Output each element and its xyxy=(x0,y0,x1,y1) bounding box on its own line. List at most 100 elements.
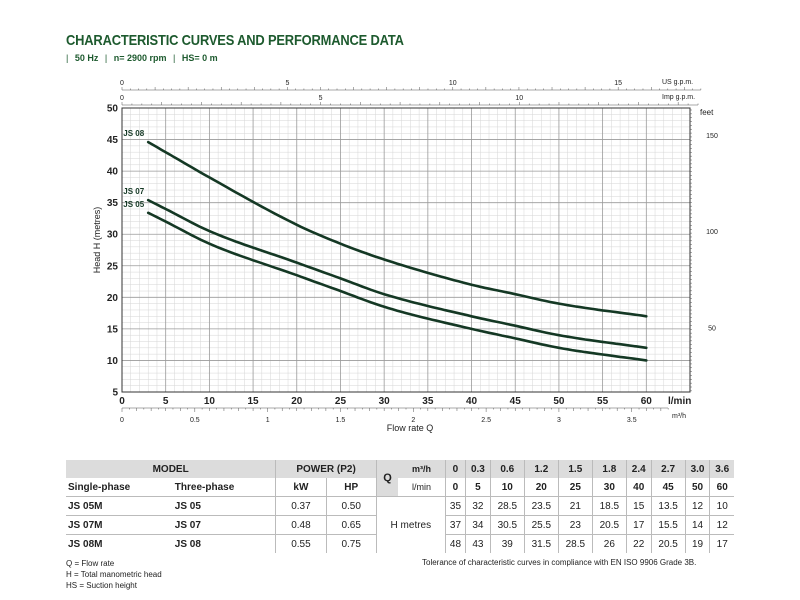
model-three: JS 07 xyxy=(172,515,276,535)
tolerance-note: Tolerance of characteristic curves in co… xyxy=(422,558,697,567)
q-unit-m3h: m³/h xyxy=(398,460,446,478)
q-m3h-7: 2.7 xyxy=(650,460,686,478)
x-tick-label: 10 xyxy=(204,396,216,407)
series-label: JS 07 xyxy=(123,187,144,196)
model-single: JS 08M xyxy=(66,534,173,553)
y-tick-label: 50 xyxy=(107,104,119,115)
curves: JS 08 JS 07 JS 05 xyxy=(123,129,648,362)
y-tick-label: 25 xyxy=(107,261,119,272)
power-kw: 0.37 xyxy=(275,496,327,516)
table-header-row: MODEL POWER (P2) Q m³/h 0 0.3 0.6 1.2 1.… xyxy=(66,460,734,497)
head-value: 12 xyxy=(709,515,734,535)
power-kw: 0.55 xyxy=(275,534,327,553)
hp-header: HP xyxy=(325,478,377,497)
feet-tick-label: 150 xyxy=(706,133,718,140)
head-value: 25.5 xyxy=(523,515,559,535)
m3h-axis: 0 0.5 1 1.5 2 2.5 3 3.5 xyxy=(120,407,669,424)
q-m3h-4: 1.5 xyxy=(557,460,593,478)
feet-unit-label: feet xyxy=(700,108,714,117)
x-tick-label: 40 xyxy=(466,396,478,407)
head-value: 15 xyxy=(625,496,652,516)
imp-gpm-tick-label: 10 xyxy=(515,95,523,102)
note-h: H = Total manometric head xyxy=(66,570,162,579)
head-value: 35 xyxy=(444,496,466,516)
power-hp: 0.50 xyxy=(325,496,377,516)
head-value: 34 xyxy=(465,515,491,535)
head-value: 17 xyxy=(625,515,652,535)
x-tick-label: 30 xyxy=(379,396,391,407)
note-q: Q = Flow rate xyxy=(66,559,115,568)
x-tick-label: 15 xyxy=(248,396,260,407)
m3h-tick-label: 1.5 xyxy=(336,417,346,424)
head-value: 39 xyxy=(489,534,525,553)
head-value: 32 xyxy=(465,496,491,516)
y-axis-label: Head H (metres) xyxy=(92,207,102,274)
q-lmin-5: 30 xyxy=(591,478,627,497)
power-hp: 0.75 xyxy=(325,534,377,553)
y-tick-label: 10 xyxy=(107,356,119,367)
model-single: JS 05M xyxy=(66,496,173,516)
performance-table: MODEL POWER (P2) Q m³/h 0 0.3 0.6 1.2 1.… xyxy=(66,460,734,553)
h-label: H metres xyxy=(375,496,446,553)
q-lmin-3: 20 xyxy=(523,478,559,497)
x-tick-label: 5 xyxy=(163,396,169,407)
q-lmin-7: 45 xyxy=(650,478,686,497)
us-gpm-tick-label: 10 xyxy=(449,80,457,87)
head-value: 48 xyxy=(444,534,466,553)
y-tick-label: 35 xyxy=(107,198,119,209)
x-tick-label: 0 xyxy=(119,396,125,407)
head-value: 10 xyxy=(709,496,734,516)
q-lmin-1: 5 xyxy=(465,478,491,497)
head-value: 37 xyxy=(444,515,466,535)
head-value: 18.5 xyxy=(591,496,627,516)
note-hs: HS = Suction height xyxy=(66,581,137,590)
us-gpm-unit-label: US g.p.m. xyxy=(662,79,693,86)
page-title: CHARACTERISTIC CURVES AND PERFORMANCE DA… xyxy=(66,32,404,49)
m3h-tick-label: 2.5 xyxy=(481,417,491,424)
y-tick-label: 15 xyxy=(107,324,119,335)
table-row: JS 07M JS 07 0.48 0.65 37 34 30.5 25.5 2… xyxy=(66,515,734,535)
head-value: 13.5 xyxy=(650,496,686,516)
m3h-tick-label: 0 xyxy=(120,417,124,424)
head-value: 20.5 xyxy=(591,515,627,535)
head-value: 28.5 xyxy=(557,534,593,553)
y-axis: 5 10 15 20 25 30 35 40 45 50 xyxy=(107,104,119,399)
head-value: 30.5 xyxy=(489,515,525,535)
table-row: JS 08M JS 08 0.55 0.75 48 43 39 31.5 28.… xyxy=(66,534,734,553)
head-value: 43 xyxy=(465,534,491,553)
notes-legend: Q = Flow rate H = Total manometric head … xyxy=(66,558,162,591)
q-lmin-4: 25 xyxy=(557,478,593,497)
suction-label: HS= 0 m xyxy=(181,53,218,63)
table-subheader-row: Single-phase Three-phase kW HP l/min 0 5… xyxy=(66,478,734,497)
head-value: 22 xyxy=(625,534,652,553)
x-unit-label: l/min xyxy=(668,396,691,407)
head-value: 23 xyxy=(557,515,593,535)
x-tick-label: 35 xyxy=(422,396,434,407)
frequency-label: 50 Hz xyxy=(74,53,99,63)
q-label: Q xyxy=(375,460,399,497)
imp-gpm-tick-label: 0 xyxy=(120,95,124,102)
head-value: 31.5 xyxy=(523,534,559,553)
table-row: JS 05M JS 05 0.37 0.50 H metres 35 32 28… xyxy=(66,496,734,553)
imp-gpm-tick-label: 5 xyxy=(319,95,323,102)
q-m3h-2: 0.6 xyxy=(489,460,525,478)
single-phase-header: Single-phase xyxy=(68,481,131,493)
m3h-tick-label: 1 xyxy=(266,417,270,424)
head-value: 12 xyxy=(684,496,710,516)
model-three: JS 05 xyxy=(172,496,276,516)
head-value: 17 xyxy=(709,534,734,553)
power-kw: 0.48 xyxy=(275,515,327,535)
q-m3h-8: 3.0 xyxy=(684,460,710,478)
us-gpm-tick-label: 5 xyxy=(285,80,289,87)
q-m3h-6: 2.4 xyxy=(625,460,652,478)
head-value: 14 xyxy=(684,515,710,535)
feet-tick-label: 50 xyxy=(708,325,716,332)
m3h-tick-label: 3.5 xyxy=(627,417,637,424)
q-m3h-1: 0.3 xyxy=(465,460,491,478)
model-single: JS 07M xyxy=(66,515,173,535)
head-value: 21 xyxy=(557,496,593,516)
x-tick-label: 25 xyxy=(335,396,347,407)
x-tick-label: 45 xyxy=(510,396,522,407)
us-gpm-tick-label: 15 xyxy=(614,80,622,87)
